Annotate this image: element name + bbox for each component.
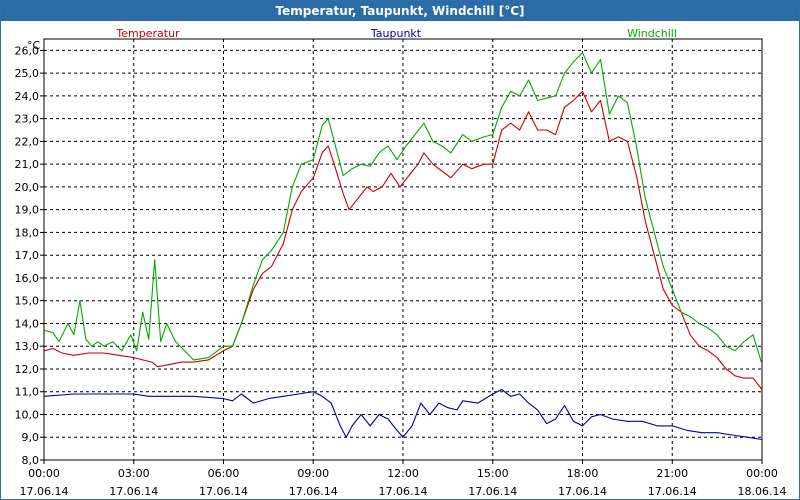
x-tick-time: 15:00 [477,467,509,480]
x-tick-date: 17.06.14 [199,485,248,498]
x-tick-time: 00:00 [28,467,60,480]
x-tick-date: 17.06.14 [379,485,428,498]
y-tick-label: 26,0 [15,44,40,57]
y-tick-label: 21,0 [15,158,40,171]
y-tick-label: 24,0 [15,90,40,103]
y-tick-label: 22,0 [15,135,40,148]
y-tick-label: 12,0 [15,363,40,376]
y-tick-label: 8,0 [22,454,40,467]
y-axis-ticks: 26,0 25,0 24,0 23,0 22,0 21,0 20,0 19,0 18,0 17,0… [15,44,45,467]
y-tick-label: 20,0 [15,181,40,194]
y-tick-label: 15,0 [15,295,40,308]
x-tick-date: 17.06.14 [289,485,338,498]
x-tick-date: 17.06.14 [20,485,69,498]
y-tick-label: 13,0 [15,340,40,353]
x-tick-time: 12:00 [387,467,419,480]
y-tick-label: 17,0 [15,249,40,262]
x-tick-time: 21:00 [656,467,688,480]
y-tick-label: 18,0 [15,226,40,239]
x-tick-time: 06:00 [208,467,240,480]
y-tick-label: 10,0 [15,408,40,421]
x-tick-date: 18.06.14 [738,485,787,498]
y-tick-label: 14,0 [15,317,40,330]
y-tick-label: 19,0 [15,204,40,217]
x-tick-date: 17.06.14 [109,485,158,498]
legend-windchill: Windchill [627,27,677,40]
x-tick-time: 09:00 [297,467,329,480]
x-axis-ticks: 00:00 17.06.14 03:00 17.06.14 06:00 17.06.14 0… [20,460,787,498]
legend: Temperatur Taupunkt Windchill [115,27,677,40]
window-title: Temperatur, Taupunkt, Windchill [°C] [1,1,799,21]
legend-taupunkt: Taupunkt [370,27,422,40]
y-tick-label: 16,0 [15,272,40,285]
y-tick-label: 23,0 [15,113,40,126]
x-tick-time: 00:00 [746,467,778,480]
y-tick-label: 9,0 [22,431,40,444]
x-tick-date: 17.06.14 [648,485,697,498]
legend-temperatur: Temperatur [115,27,180,40]
x-tick-date: 17.06.14 [558,485,607,498]
x-tick-time: 18:00 [567,467,599,480]
chart-window: Temperatur, Taupunkt, Windchill [°C] °C … [0,0,800,500]
x-tick-date: 17.06.14 [468,485,517,498]
chart-canvas: °C 26,025,024,023,022,021,020,019,018,01… [1,21,799,499]
x-tick-time: 03:00 [118,467,150,480]
y-tick-label: 25,0 [15,67,40,80]
grid-lines [44,39,762,460]
y-tick-label: 11,0 [15,386,40,399]
